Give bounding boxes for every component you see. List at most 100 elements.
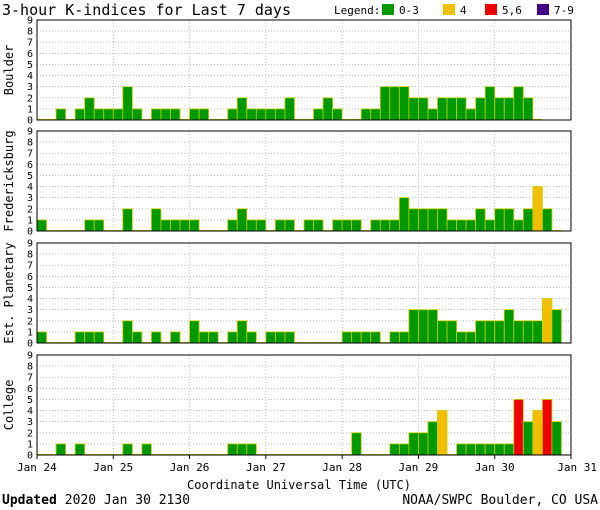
bar [122, 208, 133, 232]
bar [84, 97, 95, 121]
legend-label-2: 5,6 [502, 4, 522, 17]
bar [427, 309, 438, 344]
bar [522, 208, 534, 232]
bar [370, 219, 381, 232]
bar [532, 186, 543, 232]
bar [513, 399, 524, 456]
bar [379, 219, 391, 232]
y-tick-label: 0 [27, 227, 33, 238]
bar [427, 208, 438, 232]
y-tick-label: 3 [27, 417, 33, 428]
bar [103, 108, 114, 121]
y-tick-label: 4 [27, 182, 33, 193]
legend-label-1: 4 [460, 4, 467, 17]
y-tick-label: 3 [27, 193, 33, 204]
bar [236, 97, 248, 121]
bar [74, 108, 86, 121]
panel-label: Fredericksburg [2, 130, 16, 231]
bar [522, 97, 534, 121]
bar [351, 331, 362, 344]
bar [370, 331, 381, 344]
bar [389, 443, 400, 456]
bar [93, 219, 105, 232]
legend-label-0: 0-3 [399, 4, 419, 17]
legend-label-3: 7-9 [554, 4, 574, 17]
y-tick-label: 4 [27, 406, 33, 417]
bar [465, 108, 477, 121]
y-tick-label: 2 [27, 428, 33, 439]
bar [494, 320, 505, 344]
bar [513, 86, 524, 121]
bar [513, 219, 524, 232]
bar [151, 331, 162, 344]
y-tick-label: 8 [27, 362, 33, 373]
y-tick-label: 0 [27, 116, 33, 127]
bar [408, 432, 419, 456]
y-tick-label: 1 [27, 327, 33, 338]
y-tick-label: 4 [27, 71, 33, 82]
y-tick-label: 8 [27, 138, 33, 149]
bar [284, 219, 295, 232]
bar [74, 331, 86, 344]
y-tick-label: 0 [27, 451, 33, 462]
y-tick-label: 9 [27, 351, 33, 362]
bar [55, 108, 67, 121]
bar [494, 97, 505, 121]
chart-title: 3-hour K-indices for Last 7 days [2, 1, 291, 19]
bar [446, 97, 457, 121]
bar [475, 443, 486, 456]
bar [265, 331, 276, 344]
bar [418, 432, 429, 456]
x-axis-label: Coordinate Universal Time (UTC) [187, 478, 411, 492]
chart-panels: 0123456789Boulder0123456789Fredericksbur… [2, 16, 572, 462]
y-tick-label: 6 [27, 272, 33, 283]
y-tick-label: 6 [27, 160, 33, 171]
bar [341, 331, 353, 344]
bar [255, 108, 267, 121]
x-tick-label: Jan 27 [246, 461, 286, 474]
bar [274, 108, 286, 121]
panel-border [36, 130, 572, 232]
legend-title: Legend: [334, 4, 380, 17]
bar [151, 208, 162, 232]
bar [360, 108, 372, 121]
panel-border [36, 242, 572, 344]
bar [465, 443, 477, 456]
bar [484, 443, 496, 456]
x-tick-label: Jan 25 [93, 461, 133, 474]
bar [513, 320, 524, 344]
bar [236, 208, 248, 232]
y-tick-label: 7 [27, 373, 33, 384]
bar [189, 108, 200, 121]
bar [322, 97, 334, 121]
bar [265, 108, 276, 121]
panel-label: College [2, 380, 16, 431]
bar [170, 331, 181, 344]
bar [446, 219, 457, 232]
bar [427, 421, 438, 456]
bar [141, 443, 152, 456]
y-tick-label: 5 [27, 283, 33, 294]
y-tick-label: 8 [27, 27, 33, 38]
bar [227, 331, 238, 344]
bar [189, 219, 200, 232]
bar [227, 443, 238, 456]
bar [246, 331, 257, 344]
bar [284, 97, 295, 121]
x-axis: Jan 24 Jan 25 Jan 26 Jan 27 Jan 28 Jan 29 Jan … [17, 455, 597, 474]
x-tick-label: Jan 29 [399, 461, 439, 474]
bar [93, 108, 105, 121]
bar [456, 219, 467, 232]
y-tick-label: 1 [27, 215, 33, 226]
bar [84, 331, 95, 344]
bar [408, 309, 419, 344]
bar [541, 208, 553, 232]
bar [198, 331, 210, 344]
bar [236, 320, 248, 344]
bar [122, 443, 133, 456]
bar [437, 320, 448, 344]
footer-updated-label: Updated [2, 493, 57, 508]
